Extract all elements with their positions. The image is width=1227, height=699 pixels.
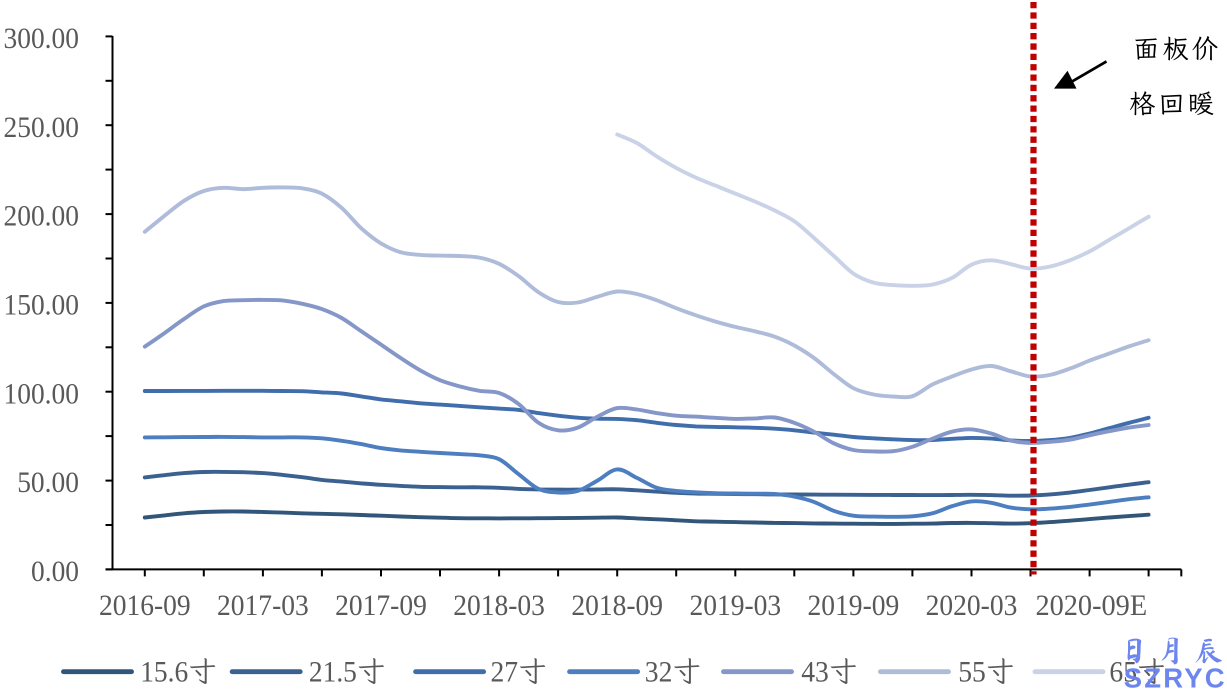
- svg-text:21.5: 21.5: [309, 656, 357, 688]
- svg-text:43: 43: [801, 656, 829, 688]
- svg-text:2019-03: 2019-03: [689, 590, 781, 622]
- svg-text:2019-09: 2019-09: [808, 590, 900, 622]
- svg-text:250.00: 250.00: [4, 112, 80, 144]
- svg-text:2020-03: 2020-03: [926, 590, 1018, 622]
- svg-text:150.00: 150.00: [4, 290, 80, 322]
- svg-text:65: 65: [1109, 656, 1137, 688]
- svg-text:2017-03: 2017-03: [217, 590, 309, 622]
- svg-text:SZRYC: SZRYC: [1124, 663, 1227, 694]
- svg-text:2020-09E: 2020-09E: [1035, 590, 1147, 622]
- svg-text:300.00: 300.00: [4, 23, 80, 55]
- svg-text:55: 55: [958, 656, 986, 688]
- svg-text:2017-09: 2017-09: [335, 590, 427, 622]
- svg-text:0.00: 0.00: [31, 556, 79, 588]
- svg-text:2018-09: 2018-09: [571, 590, 663, 622]
- svg-text:50.00: 50.00: [17, 467, 79, 499]
- svg-text:100.00: 100.00: [4, 378, 80, 410]
- svg-text:27: 27: [491, 656, 519, 688]
- svg-text:32: 32: [645, 656, 673, 688]
- svg-text:2016-09: 2016-09: [99, 590, 191, 622]
- svg-text:15.6: 15.6: [140, 656, 188, 688]
- svg-text:2018-03: 2018-03: [453, 590, 545, 622]
- svg-text:200.00: 200.00: [4, 201, 80, 233]
